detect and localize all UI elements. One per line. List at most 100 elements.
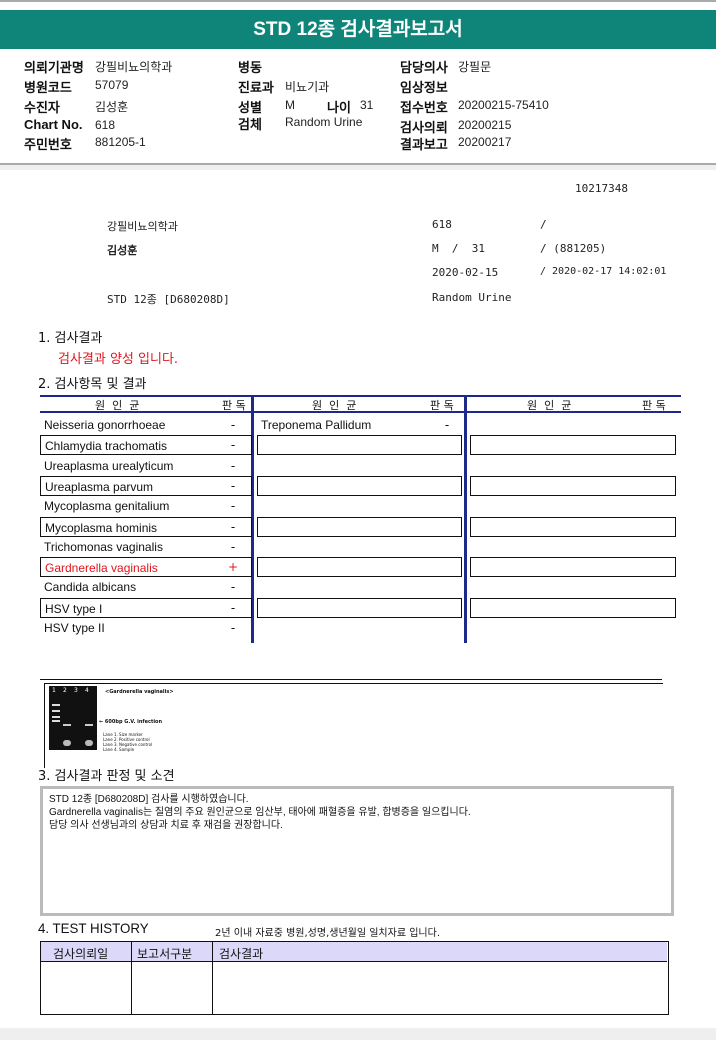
legend-line: Lane 4. Sample bbox=[103, 747, 135, 752]
result-value: + bbox=[227, 560, 239, 575]
info-value: 57079 bbox=[95, 78, 129, 92]
organism-row: Treponema Pallidum bbox=[261, 418, 372, 432]
section4-title: 4. TEST HISTORY bbox=[38, 920, 149, 936]
info-value: Random Urine bbox=[285, 115, 363, 129]
primer-band bbox=[63, 740, 71, 746]
organism-row: Trichomonas vaginalis bbox=[44, 539, 163, 554]
info-label: 주민번호 bbox=[24, 137, 72, 152]
empty-row bbox=[470, 597, 676, 618]
organism-row: Gardnerella vaginalis bbox=[40, 557, 252, 578]
info-value: 20200215 bbox=[458, 118, 512, 132]
organism-row: Ureaplasma parvum bbox=[40, 475, 252, 496]
info-label: 담당의사 bbox=[400, 60, 448, 75]
opinion-line: 담당 의사 선생님과의 상담과 치료 후 재검을 권장합니다. bbox=[49, 820, 283, 831]
primer-band bbox=[85, 740, 93, 746]
organism-row: Candida albicans bbox=[44, 580, 137, 595]
info-label: 병동 bbox=[238, 60, 262, 75]
info-value: 비뇨기과 bbox=[285, 80, 330, 94]
info-label: 접수번호 bbox=[400, 100, 448, 115]
report-title: STD 12종 검사결과보고서 bbox=[0, 10, 716, 49]
result-value: - bbox=[230, 418, 236, 432]
empty-row bbox=[257, 435, 462, 456]
info-label: 의뢰기관명 bbox=[24, 60, 84, 75]
report-date: / 2020-02-17 14:02:01 bbox=[540, 266, 667, 277]
sex-age: M / 31 bbox=[432, 242, 485, 255]
gel-legend: Lane 1. Size marker Lane 2. Positive cont… bbox=[103, 732, 152, 752]
history-note: 2년 이내 자료중 병원,성명,생년월일 일치자료 입니다. bbox=[215, 928, 440, 939]
info-value: 강필문 bbox=[458, 60, 492, 74]
empty-row bbox=[257, 597, 462, 618]
result-value: - bbox=[230, 621, 236, 635]
result-value: - bbox=[230, 438, 236, 453]
history-col-date: 검사의뢰일 bbox=[53, 947, 109, 961]
result-message: 검사결과 양성 입니다. bbox=[58, 352, 179, 367]
info-value: 강필비뇨의학과 bbox=[95, 60, 173, 74]
info-label: 검체 bbox=[238, 117, 262, 132]
section1-title: 1. 검사결과 bbox=[38, 331, 103, 346]
column-header-organism: 원 인 균 bbox=[527, 399, 572, 412]
result-value: - bbox=[444, 418, 450, 432]
request-date: 2020-02-15 bbox=[432, 266, 499, 279]
result-value: - bbox=[230, 539, 236, 554]
patient-name: 김성훈 bbox=[107, 244, 138, 257]
column-header-result: 판 독 bbox=[222, 399, 246, 412]
info-value: 20200215-75410 bbox=[458, 98, 549, 112]
opinion-box: STD 12종 [D680208D] 검사를 시행하였습니다. Gardnerel… bbox=[40, 786, 674, 916]
gel-band-label: ← 600bp G.V. infection bbox=[99, 719, 163, 725]
info-label: 병원코드 bbox=[24, 80, 72, 95]
result-value: - bbox=[230, 478, 236, 493]
header-panel: STD 12종 검사결과보고서 bbox=[0, 0, 716, 165]
info-value: 김성훈 bbox=[95, 100, 129, 114]
organism-row: Ureaplasma urealyticum bbox=[44, 458, 174, 473]
organism-row: Mycoplasma genitalium bbox=[44, 499, 170, 514]
clinic-name: 강필비뇨의학과 bbox=[107, 220, 178, 233]
age-label: 나이 bbox=[327, 100, 351, 115]
marker-band bbox=[52, 710, 60, 712]
lane-number: 1 bbox=[52, 687, 56, 694]
legend-line: Lane 2. Positive control bbox=[103, 737, 150, 742]
organism-row: Chlamydia trachomatis bbox=[40, 435, 252, 456]
history-header bbox=[41, 942, 667, 962]
marker-band bbox=[52, 716, 60, 718]
legend-line: Lane 1. Size marker bbox=[103, 732, 143, 737]
separator: / bbox=[540, 218, 547, 231]
specimen: Random Urine bbox=[432, 291, 512, 304]
info-label: Chart No. bbox=[24, 117, 83, 132]
info-label: 임상정보 bbox=[400, 80, 448, 95]
empty-row bbox=[257, 557, 462, 578]
marker-band bbox=[52, 720, 60, 722]
divider bbox=[40, 679, 662, 680]
result-value: - bbox=[230, 458, 236, 473]
info-label: 성별 bbox=[238, 100, 262, 115]
organism-row: HSV type I bbox=[40, 597, 252, 618]
dna-band bbox=[85, 724, 93, 726]
info-value: 618 bbox=[95, 118, 116, 132]
lane-number: 4 bbox=[85, 687, 89, 694]
section2-title: 2. 검사항목 및 결과 bbox=[38, 377, 147, 392]
organism-row: Mycoplasma hominis bbox=[40, 516, 252, 537]
organism-row: HSV type II bbox=[44, 621, 105, 635]
report-id: 10217348 bbox=[575, 182, 628, 195]
gel-title: <Gardnerella vaginalis> bbox=[105, 689, 174, 695]
history-col-result: 검사결과 bbox=[219, 947, 264, 961]
dna-band bbox=[63, 724, 71, 726]
result-value: - bbox=[230, 580, 236, 595]
result-value: - bbox=[230, 600, 236, 615]
lane-number: 2 bbox=[63, 687, 67, 694]
history-col-type: 보고서구분 bbox=[137, 947, 193, 961]
result-value: - bbox=[230, 519, 236, 534]
opinion-line: Gardnerella vaginalis는 질염의 주요 원인균으로 임산부,… bbox=[49, 807, 471, 818]
info-label: 검사의뢰 bbox=[400, 120, 448, 135]
marker-band bbox=[52, 704, 60, 706]
info-value: 881205-1 bbox=[95, 135, 146, 149]
empty-row bbox=[470, 435, 676, 456]
column-divider bbox=[464, 395, 467, 643]
section3-title: 3. 검사결과 판정 및 소견 bbox=[38, 769, 175, 784]
info-value: 20200217 bbox=[458, 135, 512, 149]
legend-line: Lane 3. Negative control bbox=[103, 742, 153, 747]
column-header-organism: 원 인 균 bbox=[95, 399, 140, 412]
lane-number: 3 bbox=[74, 687, 78, 694]
column-header-organism: 원 인 균 bbox=[312, 399, 357, 412]
